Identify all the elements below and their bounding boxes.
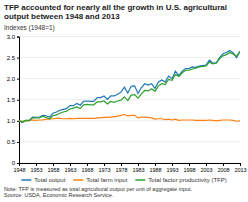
y-tick-mark: [17, 58, 19, 59]
x-tick: 1973: [98, 163, 110, 173]
y-axis: 0 0.5 1.0 1.5 2.0 2.5 3.0: [7, 34, 20, 167]
y-tick-mark: [17, 163, 19, 164]
text-line: TFP accounted for nearly all the growth …: [4, 3, 229, 12]
legend-swatch: [21, 179, 31, 181]
x-tick: 1998: [183, 163, 195, 173]
x-tick-label: 1993: [166, 167, 178, 173]
y-tick: 1.5: [7, 97, 19, 103]
legend: Total output Total farm input Total factor…: [21, 177, 226, 183]
x-tick-label: 1988: [149, 167, 161, 173]
x-tick-mark: [53, 163, 54, 166]
y-axis-title: Indexes (1948=1): [4, 24, 55, 32]
grid-line: [19, 36, 240, 37]
grid-line: [19, 57, 240, 58]
y-axis-line: [17, 37, 20, 164]
chart: TFP accounted for nearly all the growth …: [0, 0, 248, 202]
y-tick-mark: [17, 100, 19, 101]
text-line: Note: TFP is measured as total agricultu…: [4, 186, 193, 192]
x-tick-label: 1998: [183, 167, 195, 173]
y-tick-label: 0.5: [7, 139, 16, 145]
text-line: output between 1948 and 2013: [4, 12, 120, 21]
legend-item: Total output: [21, 177, 65, 183]
annotation: Source: USDA, Economic Research Service.: [4, 192, 114, 198]
x-tick-label: 1948: [13, 167, 25, 173]
y-tick: 1.0: [7, 118, 19, 124]
y-tick-mark: [17, 121, 19, 122]
x-tick-mark: [138, 163, 139, 166]
x-tick-label: 2008: [217, 167, 229, 173]
x-tick: 1948: [13, 163, 25, 173]
legend-item: Total farm input: [73, 177, 127, 183]
y-tick-mark: [17, 37, 19, 38]
x-tick: 1983: [132, 163, 144, 173]
legend-label: Total farm input: [86, 177, 127, 183]
series-line: [19, 51, 240, 121]
x-tick-mark: [155, 163, 156, 166]
x-tick-mark: [36, 163, 37, 166]
x-tick-label: 2013: [234, 167, 246, 173]
x-tick: 2003: [200, 163, 212, 173]
x-tick: 2008: [217, 163, 229, 173]
y-tick-label: 1.5: [7, 97, 16, 103]
y-tick: 0: [12, 160, 19, 166]
y-tick-label: 0: [12, 160, 16, 166]
y-tick: 0.5: [7, 139, 19, 145]
y-tick-label: 2.5: [7, 55, 16, 61]
series-line: [19, 50, 240, 122]
x-tick-label: 1953: [30, 167, 42, 173]
annotation: Note: TFP is measured as total agricultu…: [4, 186, 193, 192]
grid-line: [19, 99, 240, 100]
grid-line: [19, 141, 240, 142]
x-tick: 1953: [30, 163, 42, 173]
annotations: Note: TFP is measured as total agricultu…: [4, 186, 193, 199]
x-tick-mark: [121, 163, 122, 166]
x-tick-label: 2003: [200, 167, 212, 173]
x-tick-mark: [189, 163, 190, 166]
lines: [19, 50, 240, 122]
y-tick-label: 2.0: [7, 76, 16, 82]
series-line: [19, 115, 240, 122]
x-tick: 2013: [234, 163, 246, 173]
x-axis: 1948 1953 1958 1963 1968 1973 1978 1983 1988 1993…: [13, 163, 246, 173]
x-tick-label: 1958: [47, 167, 59, 173]
grid-line: [19, 78, 240, 79]
legend-label: Total factor productivity (TFP): [148, 177, 226, 183]
x-tick-mark: [104, 163, 105, 166]
x-tick: 1993: [166, 163, 178, 173]
legend-item: Total factor productivity (TFP): [135, 177, 226, 183]
x-tick-mark: [240, 163, 241, 166]
y-tick-mark: [17, 142, 19, 143]
x-tick-label: 1983: [132, 167, 144, 173]
title: TFP accounted for nearly all the growth …: [4, 3, 229, 22]
x-tick: 1958: [47, 163, 59, 173]
x-tick: 1968: [81, 163, 93, 173]
x-tick-label: 1963: [64, 167, 76, 173]
legend-swatch: [73, 179, 83, 181]
x-tick-label: 1978: [115, 167, 127, 173]
x-tick-mark: [223, 163, 224, 166]
x-tick-mark: [206, 163, 207, 166]
x-tick: 1963: [64, 163, 76, 173]
x-tick: 1988: [149, 163, 161, 173]
y-tick-mark: [17, 79, 19, 80]
y-tick: 3.0: [7, 34, 19, 40]
x-tick-mark: [70, 163, 71, 166]
y-tick-label: 3.0: [7, 34, 16, 40]
x-tick-label: 1973: [98, 167, 110, 173]
text-line: Source: USDA, Economic Research Service.: [4, 192, 114, 198]
x-tick-mark: [172, 163, 173, 166]
x-tick: 1978: [115, 163, 127, 173]
x-axis-line: [20, 164, 241, 167]
legend-swatch: [135, 179, 145, 181]
grid: [19, 37, 240, 164]
x-tick-label: 1968: [81, 167, 93, 173]
y-tick-label: 1.0: [7, 118, 16, 124]
x-tick-mark: [87, 163, 88, 166]
y-tick: 2.5: [7, 55, 19, 61]
legend-label: Total output: [34, 177, 65, 183]
y-tick: 2.0: [7, 76, 19, 82]
